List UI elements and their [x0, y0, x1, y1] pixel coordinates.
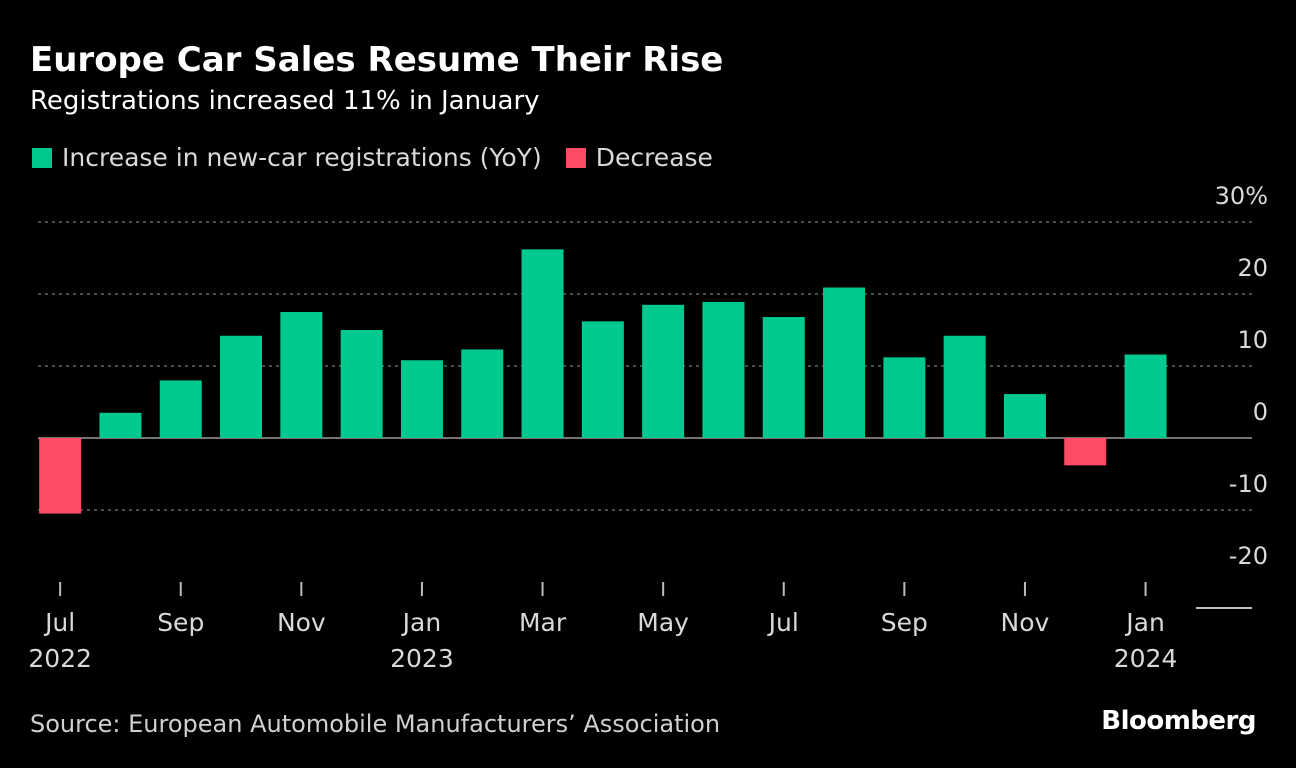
bar-layer: [39, 249, 1167, 514]
bar-aug-2023: [823, 287, 866, 438]
legend-label-increase: Increase in new-car registrations (YoY): [62, 143, 542, 172]
legend-item-decrease: Decrease: [565, 143, 713, 172]
x-tick-label: Jan: [1124, 608, 1165, 637]
y-tick-label: -20: [1229, 542, 1268, 570]
bar-nov-2022: [280, 312, 323, 438]
bar-jan-2024: [1124, 354, 1167, 438]
bar-sep-2022: [159, 380, 202, 438]
bar-jan-2023: [400, 360, 443, 438]
legend: Increase in new-car registrations (YoY) …: [32, 143, 737, 172]
x-tick-label: Nov: [1001, 608, 1050, 637]
bar-oct-2023: [943, 335, 986, 438]
x-tick-label: Mar: [519, 608, 567, 637]
bar-dec-2023: [1064, 438, 1107, 466]
bar-aug-2022: [99, 412, 142, 438]
x-tick-label: May: [637, 608, 689, 637]
x-tick-label: Sep: [157, 608, 204, 637]
legend-swatch-increase: [32, 147, 52, 168]
chart-subtitle: Registrations increased 11% in January: [30, 86, 540, 116]
bar-may-2023: [642, 304, 685, 438]
bar-jun-2023: [702, 301, 745, 438]
bar-sep-2023: [883, 357, 926, 438]
x-tick-label: Sep: [881, 608, 928, 637]
source-note: Source: European Automobile Manufacturer…: [30, 710, 721, 738]
bar-oct-2022: [220, 335, 263, 438]
x-tick-label: Nov: [277, 608, 326, 637]
bar-nov-2023: [1003, 394, 1046, 438]
bar-apr-2023: [581, 321, 624, 438]
x-tick-label: Jul: [767, 608, 799, 637]
legend-label-decrease: Decrease: [595, 143, 713, 172]
bar-dec-2022: [340, 330, 383, 438]
bar-feb-2023: [461, 349, 504, 438]
x-axis: Jul 2022 Sep Nov Jan 2023 Mar May Jul Sep Nov Jan 20…: [28, 582, 1177, 673]
y-tick-label: 30%: [1215, 182, 1268, 210]
x-tick-year-label: 2024: [1114, 644, 1178, 673]
bar-mar-2023: [521, 249, 564, 438]
y-axis: 30% 20 10 0 -10 -20: [1215, 182, 1268, 570]
bar-jul-2022: [39, 438, 82, 514]
x-tick-label: Jan: [401, 608, 442, 637]
bar-jul-2023: [762, 317, 805, 438]
y-tick-label: 10: [1237, 326, 1268, 354]
legend-swatch-decrease: [565, 147, 586, 168]
brand-logo: Bloomberg: [1101, 706, 1256, 736]
x-tick-year-label: 2023: [390, 644, 454, 673]
chart-title: Europe Car Sales Resume Their Rise: [30, 40, 724, 80]
x-tick-label: Jul: [43, 608, 75, 637]
y-tick-label: 20: [1237, 254, 1268, 282]
x-tick-year-label: 2022: [28, 644, 92, 673]
legend-item-increase: Increase in new-car registrations (YoY): [32, 143, 542, 172]
y-tick-label: 0: [1253, 398, 1268, 426]
y-tick-label: -10: [1229, 470, 1268, 498]
